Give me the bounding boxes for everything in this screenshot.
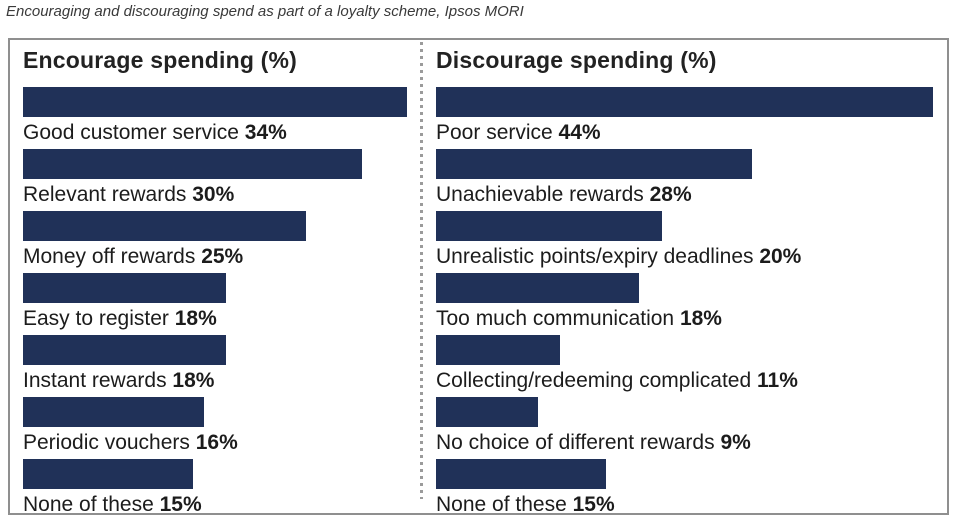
bar xyxy=(436,459,606,489)
bar-label: Unachievable rewards 28% xyxy=(436,182,947,208)
bar xyxy=(23,87,407,117)
bar-label-text: No choice of different rewards xyxy=(436,431,721,454)
bar-label: None of these 15% xyxy=(23,492,420,518)
bar-value: 18% xyxy=(172,369,215,392)
chart-panel: Encourage spending (%) Good customer ser… xyxy=(8,38,949,516)
bar-value: 15% xyxy=(572,493,615,516)
bar xyxy=(436,397,538,427)
bar-label: Periodic vouchers 16% xyxy=(23,430,420,456)
bar-label-text: Money off rewards xyxy=(23,245,202,268)
bar-label: No choice of different rewards 9% xyxy=(436,430,947,456)
bar-value: 15% xyxy=(159,493,202,516)
bar-label-text: Easy to register xyxy=(23,307,175,330)
bar-label-text: Too much communication xyxy=(436,307,680,330)
bar-label: Unrealistic points/expiry deadlines 20% xyxy=(436,244,947,270)
bar-label-text: Unrealistic points/expiry deadlines xyxy=(436,245,760,268)
bar-value: 34% xyxy=(244,121,287,144)
bar-label-text: Instant rewards xyxy=(23,369,173,392)
discourage-bars: Poor service 44% Unachievable rewards 28%… xyxy=(436,87,947,518)
bar-value: 28% xyxy=(649,183,692,206)
bar-row: Too much communication 18% xyxy=(436,273,947,332)
encourage-bars: Good customer service 34% Relevant reward… xyxy=(23,87,420,518)
bar-value: 30% xyxy=(192,183,235,206)
bar-label: Money off rewards 25% xyxy=(23,244,420,270)
bar-label-text: Collecting/redeeming complicated xyxy=(436,369,757,392)
encourage-column: Encourage spending (%) Good customer ser… xyxy=(10,40,420,516)
bar-row: Good customer service 34% xyxy=(23,87,420,146)
bar-label: Good customer service 34% xyxy=(23,120,420,146)
dotted-column-divider xyxy=(420,42,423,499)
bar xyxy=(23,335,226,365)
bar xyxy=(436,87,933,117)
bar-label-text: Periodic vouchers xyxy=(23,431,196,454)
bar xyxy=(23,149,362,179)
bar-value: 18% xyxy=(174,307,217,330)
bar-row: Unrealistic points/expiry deadlines 20% xyxy=(436,211,947,270)
bar-label-text: Unachievable rewards xyxy=(436,183,650,206)
bar-value: 25% xyxy=(201,245,244,268)
bar xyxy=(436,273,639,303)
bar-row: No choice of different rewards 9% xyxy=(436,397,947,456)
bar-row: Easy to register 18% xyxy=(23,273,420,332)
bar xyxy=(436,149,752,179)
bar-value: 18% xyxy=(679,307,722,330)
bar-label: Poor service 44% xyxy=(436,120,947,146)
bar-value: 44% xyxy=(558,121,601,144)
bar-row: Unachievable rewards 28% xyxy=(436,149,947,208)
bar xyxy=(436,335,560,365)
bar-label-text: None of these xyxy=(23,493,160,516)
bar-row: Collecting/redeeming complicated 11% xyxy=(436,335,947,394)
bar-value: 20% xyxy=(759,245,802,268)
discourage-column: Discourage spending (%) Poor service 44%… xyxy=(423,40,947,516)
chart-title: Encouraging and discouraging spend as pa… xyxy=(6,3,524,20)
bar-label: Instant rewards 18% xyxy=(23,368,420,394)
bar-label-text: Poor service xyxy=(436,121,559,144)
bar-label: Easy to register 18% xyxy=(23,306,420,332)
bar xyxy=(23,459,193,489)
bar-label-text: Relevant rewards xyxy=(23,183,193,206)
bar-row: Relevant rewards 30% xyxy=(23,149,420,208)
encourage-column-header: Encourage spending (%) xyxy=(23,47,298,73)
bar xyxy=(23,211,306,241)
bar-label: Relevant rewards 30% xyxy=(23,182,420,208)
bar-value: 9% xyxy=(720,431,751,454)
bar xyxy=(436,211,662,241)
bar-row: None of these 15% xyxy=(23,459,420,518)
bar xyxy=(23,397,204,427)
bar-row: Periodic vouchers 16% xyxy=(23,397,420,456)
bar-label-text: Good customer service xyxy=(23,121,245,144)
bar-value: 11% xyxy=(757,369,798,392)
bar-label: None of these 15% xyxy=(436,492,947,518)
discourage-column-header: Discourage spending (%) xyxy=(436,47,717,73)
bar-value: 16% xyxy=(195,431,238,454)
bar-row: None of these 15% xyxy=(436,459,947,518)
bar-row: Money off rewards 25% xyxy=(23,211,420,270)
bar-label: Too much communication 18% xyxy=(436,306,947,332)
bar-label: Collecting/redeeming complicated 11% xyxy=(436,368,947,394)
bar xyxy=(23,273,226,303)
bar-row: Instant rewards 18% xyxy=(23,335,420,394)
bar-label-text: None of these xyxy=(436,493,573,516)
bar-row: Poor service 44% xyxy=(436,87,947,146)
